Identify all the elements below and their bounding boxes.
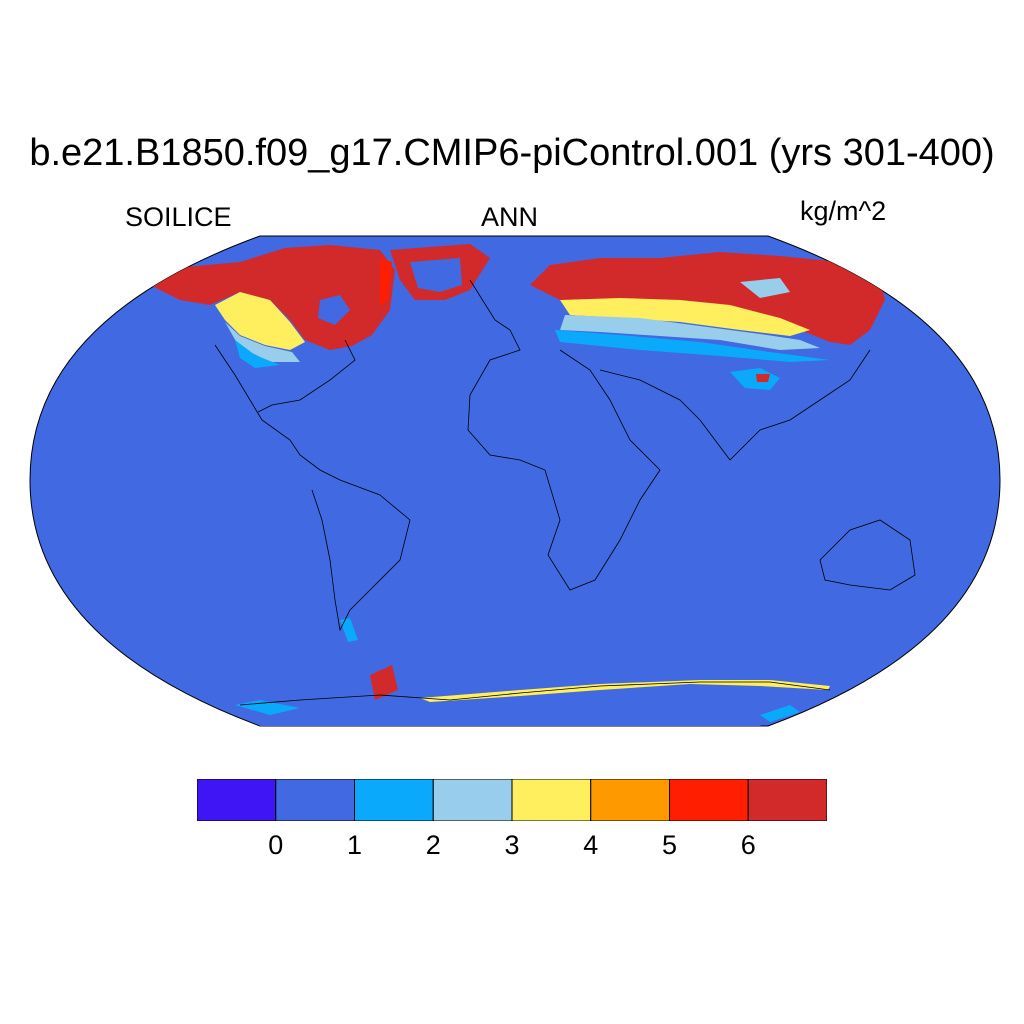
colorbar-cell <box>511 779 592 821</box>
colorbar-cell <box>432 779 513 821</box>
colorbar-cell <box>669 779 749 821</box>
colorbar-cell <box>747 779 827 821</box>
colorbar-tick-label: 3 <box>504 830 520 860</box>
colorbar-tick-label: 0 <box>268 830 284 860</box>
colorbar-tick-label: 4 <box>583 830 599 860</box>
colorbar-tick-label: 2 <box>425 830 441 860</box>
colorbar <box>197 779 827 821</box>
variable-label: SOILICE <box>125 202 232 232</box>
colorbar-cell <box>354 779 434 821</box>
eurasia-field <box>530 252 885 390</box>
north-america-field <box>150 245 395 368</box>
colorbar-tick-label: 1 <box>346 830 363 860</box>
colorbar-cell <box>275 779 355 821</box>
season-label: ANN <box>481 202 539 232</box>
colorbar-tick-label: 5 <box>661 830 678 860</box>
plot-title: b.e21.B1850.f09_g17.CMIP6-piControl.001 … <box>29 132 995 174</box>
andes-field <box>340 618 358 642</box>
coastlines <box>214 279 916 706</box>
colorbar-tick-label: 6 <box>740 830 756 860</box>
colorbar-cell <box>590 779 670 821</box>
colorbar-cell <box>197 779 277 821</box>
greenland-field <box>390 244 490 300</box>
units-label: kg/m^2 <box>800 196 887 226</box>
